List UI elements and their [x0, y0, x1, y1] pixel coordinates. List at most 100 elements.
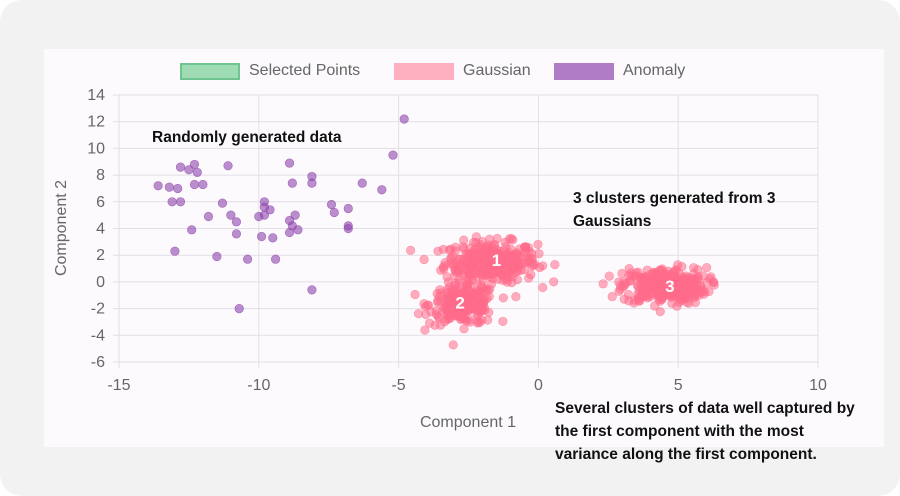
gaussian-point	[655, 265, 665, 275]
x-axis-label: Component 1	[420, 414, 516, 431]
cluster-label: 1	[492, 251, 501, 270]
y-tick-label: 10	[87, 140, 105, 157]
anomaly-point	[399, 114, 409, 124]
gaussian-point	[440, 261, 450, 271]
gaussian-point	[533, 239, 543, 250]
gaussian-point	[706, 272, 716, 282]
anomaly-point	[243, 254, 253, 264]
anomaly-point	[223, 161, 233, 171]
legend-item-gaussian[interactable]: Gaussian	[394, 60, 531, 82]
gaussian-point	[426, 307, 436, 317]
anomaly-point	[293, 225, 303, 235]
gaussian-point	[445, 244, 456, 254]
gaussian-point	[476, 260, 486, 271]
gaussian-point	[632, 281, 643, 291]
gaussian-point	[492, 233, 502, 244]
annotation-first-component: Several clusters of data well captured b…	[555, 400, 855, 463]
gaussian-point	[508, 235, 518, 245]
anomaly-point	[357, 178, 367, 188]
gaussian-point	[445, 313, 455, 323]
anomaly-point	[231, 217, 242, 227]
gaussian-point	[650, 301, 660, 311]
anomaly-point	[175, 162, 186, 172]
x-tick-label: 5	[674, 377, 683, 394]
anomaly-point	[217, 198, 228, 208]
gaussian-point	[448, 340, 458, 350]
gaussian-point	[614, 277, 624, 287]
gaussian-point	[480, 286, 490, 296]
gaussian-point	[538, 282, 548, 293]
gaussian-point	[680, 283, 690, 293]
anomaly-point	[265, 205, 275, 215]
y-tick-label: 0	[96, 274, 105, 291]
gaussian-point	[419, 254, 429, 265]
gaussian-point	[467, 261, 477, 271]
cluster-label: 3	[665, 277, 674, 296]
gaussian-point	[492, 245, 502, 255]
gaussian-point	[463, 304, 473, 314]
gaussian-point	[698, 271, 708, 281]
x-tick-label: -5	[391, 377, 405, 394]
anomaly-point	[343, 223, 353, 234]
anomaly-point	[388, 150, 398, 160]
gaussian-point	[700, 287, 710, 297]
gaussian-point	[482, 294, 492, 304]
anomaly-point	[290, 210, 300, 220]
anomaly-point	[284, 227, 295, 238]
cluster-labels: 1 2 3	[455, 251, 674, 313]
gaussian-point	[459, 235, 469, 245]
legend-swatch-gaussian	[394, 62, 454, 80]
gaussian-point	[655, 307, 665, 317]
legend-label: Gaussian	[463, 62, 531, 79]
legend-label: Anomaly	[623, 62, 686, 79]
anomaly-point	[153, 181, 163, 191]
gaussian-point	[442, 287, 452, 298]
anomaly-point	[329, 207, 339, 218]
anomaly-point	[343, 203, 353, 214]
anomaly-point	[167, 197, 177, 207]
gaussian-point	[443, 277, 454, 287]
legend-item-anomaly[interactable]: Anomaly	[554, 60, 685, 82]
anomaly-point	[377, 185, 387, 195]
anomaly-point	[173, 183, 183, 194]
anomaly-point	[284, 158, 295, 168]
gaussian-point	[626, 276, 636, 286]
y-tick-label: 6	[96, 194, 105, 211]
gaussian-point	[702, 263, 712, 273]
y-tick-label: -6	[91, 354, 105, 371]
gaussian-point	[472, 318, 482, 328]
anomaly-point	[198, 179, 208, 190]
anomaly-point	[268, 233, 278, 243]
gaussian-point	[433, 246, 443, 256]
y-tick-label: -4	[91, 327, 105, 344]
anomaly-point	[175, 197, 186, 207]
anomaly-point	[231, 229, 242, 239]
anomaly-point	[189, 179, 200, 190]
gaussian-point	[677, 262, 687, 272]
gaussian-point	[511, 292, 521, 302]
x-tick-label: -10	[247, 377, 270, 394]
x-tick-label: -15	[107, 377, 130, 394]
y-tick-label: 8	[96, 167, 105, 184]
y-axis-label: Component 2	[53, 180, 70, 276]
gaussian-point	[469, 252, 479, 262]
gaussian-point	[419, 299, 429, 309]
gaussian-point	[498, 275, 508, 285]
gaussian-point	[684, 291, 694, 301]
gaussian-point	[470, 299, 480, 310]
y-tick-label: 12	[87, 114, 105, 131]
anomaly-point	[326, 199, 337, 210]
gaussian-point	[549, 277, 559, 287]
anomaly-point	[187, 225, 197, 235]
gaussian-point	[508, 271, 518, 282]
gaussian-point	[617, 268, 627, 279]
legend-item-selected-points[interactable]: Selected Points	[180, 60, 360, 82]
gaussian-point	[434, 313, 444, 323]
gaussian-point	[667, 282, 677, 292]
legend: Selected Points Gaussian Anomaly	[0, 60, 900, 82]
gaussian-point	[498, 293, 508, 303]
gaussian-point	[676, 295, 687, 305]
gaussian-point	[482, 268, 492, 279]
y-tick-label: 14	[87, 87, 105, 104]
